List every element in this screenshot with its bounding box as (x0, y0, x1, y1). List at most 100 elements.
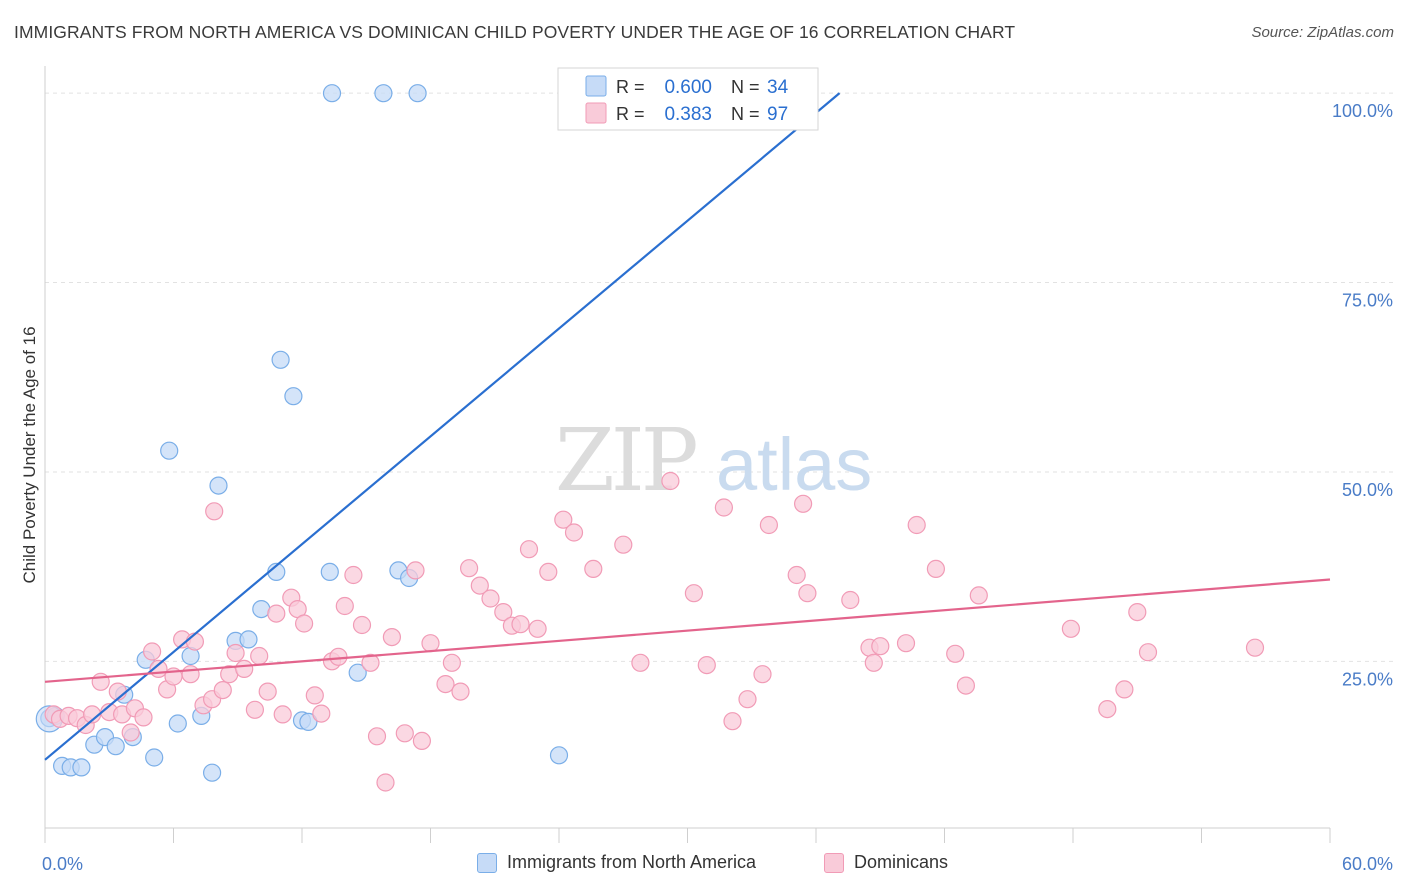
immigrants-point (209, 476, 228, 495)
dominicans-point (631, 653, 650, 672)
immigrants-point (106, 737, 125, 756)
legend-item-dominicans[interactable]: Dominicans (824, 852, 948, 873)
dominicans-point (759, 515, 779, 535)
immigrants-point (239, 630, 258, 649)
legend-stats-swatch (585, 102, 607, 124)
y-tick-label: 75.0% (1342, 291, 1393, 311)
dominicans-point (312, 704, 331, 723)
dominicans-point (205, 502, 224, 521)
immigrants-point (168, 714, 187, 733)
dominicans-point (723, 712, 742, 731)
chart-source: Source: ZipAtlas.com (1251, 24, 1394, 41)
dominicans-point (470, 576, 489, 595)
watermark-atlas: atlas (716, 423, 872, 506)
dominicans-point (926, 559, 946, 579)
dominicans-point (367, 727, 387, 746)
legend-r-value: 0.600 (664, 77, 712, 98)
dominicans-point (946, 644, 965, 663)
dominicans-point (864, 653, 883, 672)
dominicans-point (584, 559, 603, 579)
legend-swatch-blue (477, 852, 497, 873)
dominicans-point (1128, 602, 1147, 622)
y-tick-label: 25.0% (1342, 669, 1393, 689)
dominicans-point (871, 637, 890, 656)
dominicans-point (554, 510, 573, 529)
dominicans-point (121, 723, 140, 742)
immigrants-point (160, 441, 179, 460)
watermark: ZIP atlas (555, 411, 872, 511)
dominicans-point (798, 584, 817, 603)
series-dominicans-points (44, 471, 1265, 792)
watermark-zip: ZIP (555, 411, 696, 511)
dominicans-point (481, 589, 500, 608)
legend-label-dominicans: Dominicans (854, 852, 949, 872)
x-tick-label-max: 60.0% (1342, 854, 1393, 874)
dominicans-point (329, 647, 348, 666)
dominicans-point (295, 614, 314, 633)
dominicans-point (714, 498, 734, 517)
dominicans-point (956, 676, 976, 695)
legend-bottom: Immigrants from North America Dominicans (0, 852, 1406, 878)
dominicans-point (213, 680, 232, 700)
legend-item-immigrants[interactable]: Immigrants from North America (477, 852, 756, 873)
x-tick-labels: 0.0% 60.0% (42, 854, 1393, 874)
dominicans-point (250, 646, 269, 666)
immigrants-point (252, 599, 271, 619)
dominicans-point (344, 565, 363, 585)
dominicans-point (361, 653, 380, 672)
dominicans-point (614, 535, 633, 554)
dominicans-point (267, 604, 286, 623)
immigrants-point (322, 84, 342, 103)
immigrants-point (320, 562, 339, 582)
y-tick-label: 100.0% (1332, 101, 1393, 121)
dominicans-point (258, 682, 277, 701)
dominicans-point (245, 700, 264, 719)
dominicans-point (841, 590, 860, 610)
immigrants-trendline (44, 92, 841, 761)
immigrants-point (203, 763, 222, 782)
dominicans-point (1115, 680, 1134, 699)
legend-stats-box: R = 0.600 N = 34 R = 0.383 N = 97 (557, 67, 819, 131)
dominicans-point (442, 653, 461, 672)
dominicans-point (335, 596, 354, 616)
legend-r-label: R = (616, 77, 645, 97)
legend-stats-swatch (585, 75, 607, 97)
dominicans-point (185, 632, 204, 651)
dominicans-point (793, 494, 813, 513)
dominicans-point (907, 515, 926, 535)
dominicans-point (519, 540, 539, 559)
dominicans-point (787, 565, 806, 585)
immigrants-point (348, 663, 367, 682)
dominicans-point (451, 682, 470, 701)
dominicans-point (494, 602, 513, 622)
dominicans-point (382, 627, 401, 647)
dominicans-point (1138, 643, 1158, 662)
immigrants-point (271, 350, 290, 369)
dominicans-point (539, 562, 558, 582)
dominicans-point (684, 584, 704, 603)
gridlines (45, 92, 1395, 662)
dominicans-point (1061, 619, 1081, 638)
dominicans-point (352, 615, 372, 635)
dominicans-point (181, 665, 200, 684)
immigrants-point (549, 746, 569, 765)
dominicans-point (273, 705, 292, 724)
dominicans-point (143, 642, 162, 661)
dominicans-point (235, 659, 254, 679)
dominicans-point (460, 559, 479, 578)
dominicans-point (305, 686, 324, 705)
legend-n-label: N = (731, 77, 760, 97)
legend-r-label: R = (616, 104, 645, 124)
immigrants-point (72, 758, 91, 777)
dominicans-point (738, 690, 757, 709)
legend-n-label: N = (731, 104, 760, 124)
dominicans-point (421, 634, 440, 653)
trendlines (44, 92, 1331, 761)
dominicans-point (406, 561, 425, 580)
immigrants-point (299, 712, 318, 732)
dominicans-point (412, 731, 431, 751)
axes (44, 66, 1331, 843)
immigrants-point (145, 748, 164, 767)
x-tick-label-min: 0.0% (42, 854, 83, 874)
